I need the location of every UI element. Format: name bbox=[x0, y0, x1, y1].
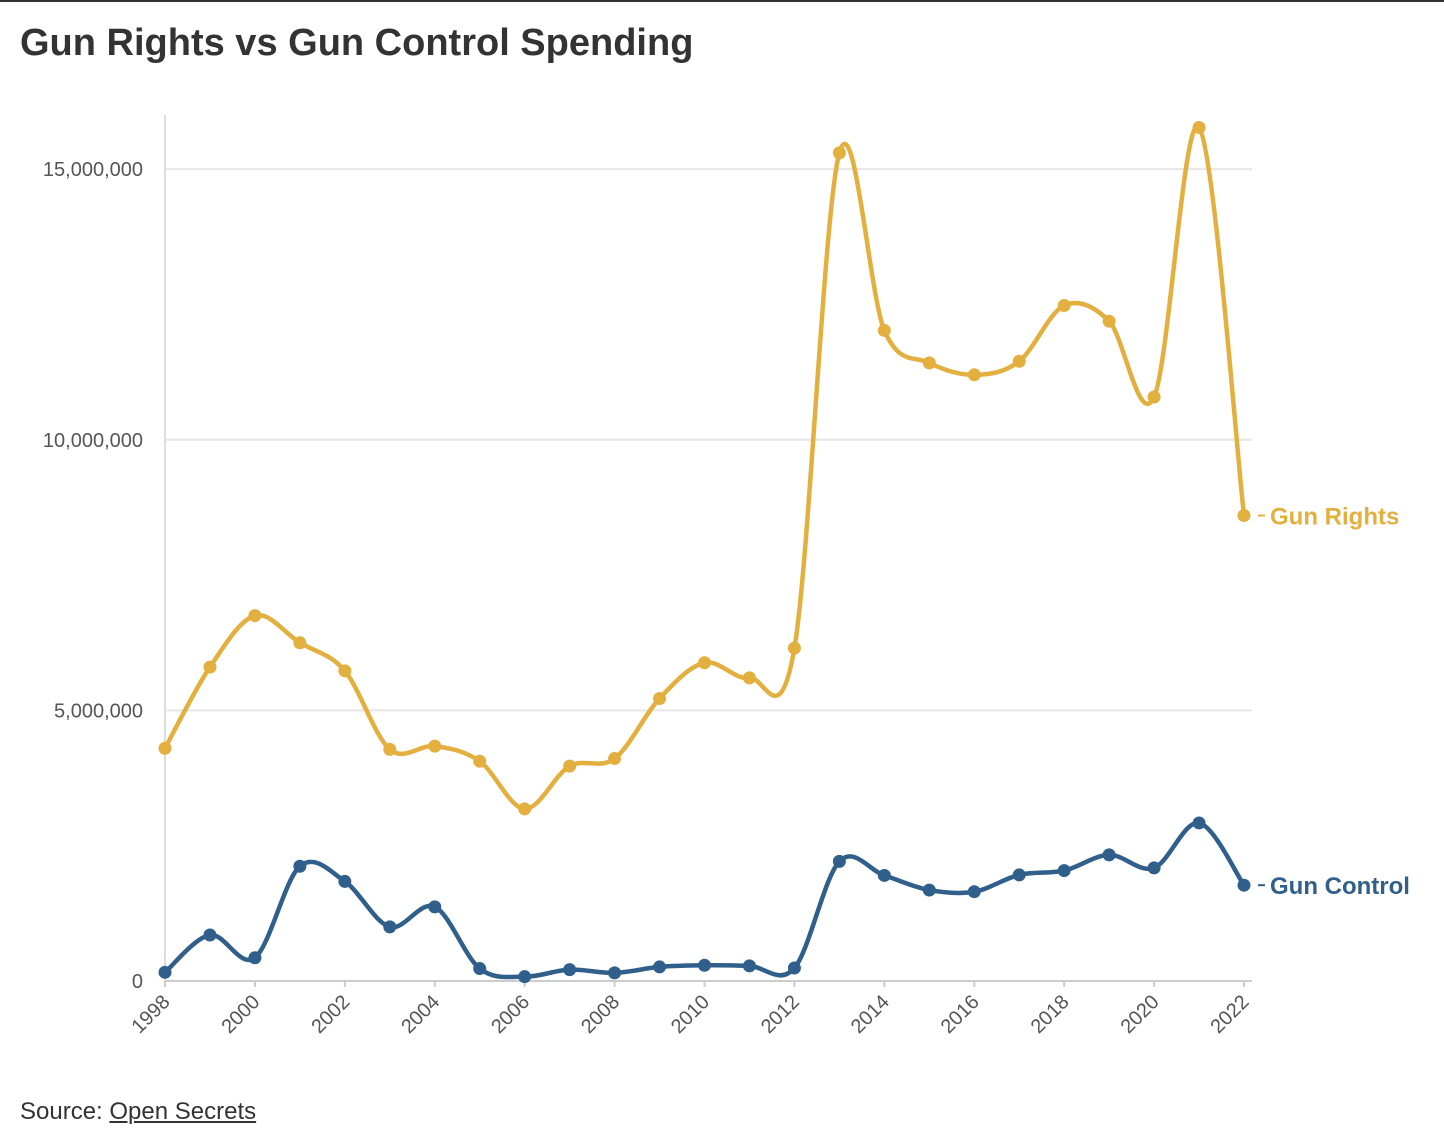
x-tick-label: 2000 bbox=[217, 991, 264, 1038]
gun-rights-series-label: Gun Rights bbox=[1270, 504, 1399, 531]
x-tick-label: 2010 bbox=[667, 991, 714, 1038]
chart-title: Gun Rights vs Gun Control Spending bbox=[20, 22, 694, 64]
gun-rights-point[interactable] bbox=[518, 802, 532, 816]
y-tick-label: 0 bbox=[132, 971, 143, 993]
x-tick-label: 2018 bbox=[1027, 991, 1074, 1038]
gun-control-point[interactable] bbox=[1192, 816, 1206, 830]
gun-control-point[interactable] bbox=[1147, 861, 1161, 875]
gun-control-point[interactable] bbox=[1012, 868, 1026, 882]
gun-control-point[interactable] bbox=[653, 960, 667, 974]
gun-control-point[interactable] bbox=[742, 959, 756, 973]
gun-control-point[interactable] bbox=[383, 920, 397, 934]
gun-control-point[interactable] bbox=[158, 965, 172, 979]
source-prefix: Source: bbox=[20, 1098, 103, 1125]
y-tick-label: 10,000,000 bbox=[43, 430, 143, 452]
source-link[interactable]: Open Secrets bbox=[109, 1098, 257, 1125]
x-tick-label: 2008 bbox=[577, 991, 624, 1038]
gun-control-point[interactable] bbox=[967, 885, 981, 899]
gun-rights-point[interactable] bbox=[563, 759, 577, 773]
gun-control-point[interactable] bbox=[698, 958, 711, 972]
x-tick-label: 2012 bbox=[757, 991, 804, 1038]
gun-rights-point[interactable] bbox=[203, 660, 217, 674]
gun-rights-point[interactable] bbox=[383, 742, 397, 756]
gun-rights-point[interactable] bbox=[967, 368, 981, 382]
gun-rights-point[interactable] bbox=[1192, 120, 1206, 134]
gun-control-point[interactable] bbox=[608, 966, 622, 980]
gun-control-line bbox=[162, 820, 1247, 980]
gun-control-point[interactable] bbox=[787, 961, 801, 975]
gun-rights-point[interactable] bbox=[1012, 354, 1026, 368]
x-tick-label: 2002 bbox=[307, 991, 354, 1038]
gun-rights-point[interactable] bbox=[428, 739, 442, 753]
gun-rights-point[interactable] bbox=[698, 656, 711, 670]
gun-rights-point[interactable] bbox=[248, 609, 262, 623]
gun-rights-point[interactable] bbox=[473, 754, 487, 768]
x-tick-label: 2022 bbox=[1207, 991, 1254, 1038]
line-chart: 0 5,000,000 10,000,000 15,000,000 1998 2000 20… bbox=[43, 115, 1410, 1038]
gun-control-point[interactable] bbox=[203, 928, 217, 942]
gun-rights-point[interactable] bbox=[158, 741, 172, 755]
gun-control-point[interactable] bbox=[1057, 864, 1071, 878]
top-rule bbox=[0, 0, 1444, 2]
gun-control-point[interactable] bbox=[832, 854, 846, 868]
x-tick-label: 2014 bbox=[847, 991, 894, 1038]
series-lines bbox=[158, 120, 1251, 984]
gun-control-point[interactable] bbox=[248, 951, 262, 965]
y-tick-label: 5,000,000 bbox=[54, 700, 143, 722]
gun-control-point[interactable] bbox=[293, 859, 307, 873]
gun-rights-point[interactable] bbox=[787, 641, 801, 655]
gun-control-point[interactable] bbox=[563, 963, 577, 977]
gun-control-point[interactable] bbox=[473, 962, 487, 976]
gun-control-point[interactable] bbox=[428, 900, 442, 914]
gun-rights-line bbox=[162, 124, 1247, 812]
gun-control-point[interactable] bbox=[338, 874, 352, 888]
x-tick-label: 2020 bbox=[1117, 991, 1164, 1038]
x-tick-label: 1998 bbox=[128, 991, 175, 1038]
gun-control-point[interactable] bbox=[1102, 848, 1116, 862]
gun-rights-point[interactable] bbox=[877, 323, 891, 337]
gun-rights-point[interactable] bbox=[922, 356, 936, 370]
gun-rights-point[interactable] bbox=[1102, 314, 1116, 328]
series-labels: Gun Rights Gun Control bbox=[1258, 504, 1410, 900]
source-note: Source: Open Secrets bbox=[20, 1098, 256, 1126]
x-tick-label: 2006 bbox=[487, 991, 534, 1038]
gun-rights-point[interactable] bbox=[338, 664, 352, 678]
gun-control-point[interactable] bbox=[1237, 878, 1251, 892]
gun-rights-point[interactable] bbox=[293, 636, 307, 650]
gun-control-point[interactable] bbox=[877, 868, 891, 882]
y-tick-label: 15,000,000 bbox=[43, 159, 143, 181]
gun-rights-point[interactable] bbox=[832, 146, 846, 160]
gun-control-point[interactable] bbox=[518, 970, 532, 984]
x-tick-label: 2016 bbox=[937, 991, 984, 1038]
gun-rights-point[interactable] bbox=[653, 691, 667, 705]
gun-rights-point[interactable] bbox=[1057, 299, 1071, 313]
gun-control-series-label: Gun Control bbox=[1270, 873, 1410, 900]
gun-rights-point[interactable] bbox=[742, 671, 756, 685]
gun-rights-point[interactable] bbox=[608, 752, 622, 766]
gun-rights-point[interactable] bbox=[1237, 509, 1251, 523]
gun-control-point[interactable] bbox=[922, 883, 936, 897]
grid-lines bbox=[165, 168, 1252, 712]
axes: 0 5,000,000 10,000,000 15,000,000 1998 2000 20… bbox=[43, 115, 1254, 1038]
x-tick-label: 2004 bbox=[397, 991, 444, 1038]
gun-rights-point[interactable] bbox=[1147, 390, 1161, 404]
